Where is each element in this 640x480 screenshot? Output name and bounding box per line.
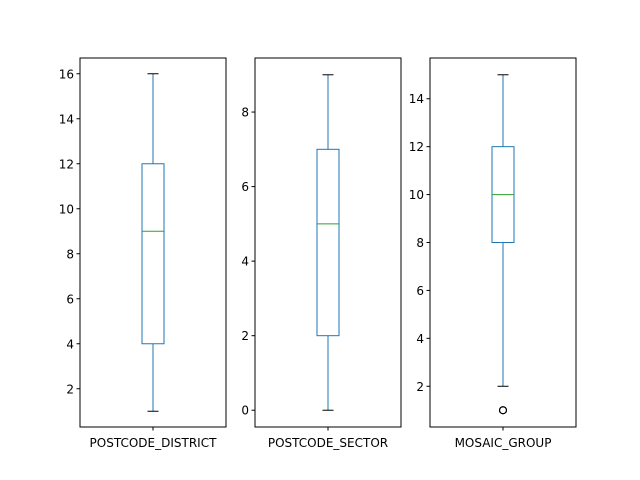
subplot-postcode-sector: 0 2 4 6 8 POSTCODE_SECTOR bbox=[241, 57, 402, 450]
category-label: MOSAIC_GROUP bbox=[455, 436, 552, 450]
y-tick-label: 14 bbox=[59, 112, 74, 126]
category-label: POSTCODE_DISTRICT bbox=[90, 436, 218, 450]
y-tick-label: 10 bbox=[409, 188, 424, 202]
outlier-point bbox=[499, 406, 507, 415]
y-tick-label: 6 bbox=[416, 284, 424, 298]
y-tick-label: 12 bbox=[59, 157, 74, 171]
y-tick-label: 10 bbox=[59, 202, 74, 216]
y-tick-label: 12 bbox=[409, 140, 424, 154]
category-label: POSTCODE_SECTOR bbox=[268, 436, 388, 450]
y-tick-label: 16 bbox=[59, 67, 74, 81]
y-tick-label: 6 bbox=[241, 180, 249, 194]
axes-frame bbox=[79, 57, 227, 428]
y-tick-label: 2 bbox=[241, 329, 249, 343]
subplot-mosaic-group: 2 4 6 8 10 12 14 MOSAIC_GROUP bbox=[409, 57, 577, 450]
y-tick-label: 4 bbox=[66, 337, 74, 351]
y-tick-label: 2 bbox=[66, 382, 74, 396]
y-tick-label: 0 bbox=[241, 404, 249, 418]
y-tick-label: 8 bbox=[66, 247, 74, 261]
y-tick-label: 2 bbox=[416, 380, 424, 394]
y-tick-label: 8 bbox=[241, 106, 249, 120]
subplot-postcode-district: 2 4 6 8 10 12 14 16 POSTCODE_DISTRICT bbox=[59, 57, 227, 450]
y-tick-label: 8 bbox=[416, 236, 424, 250]
axes-frame bbox=[254, 57, 402, 428]
iqr-box bbox=[316, 148, 340, 337]
axes-frame bbox=[429, 57, 577, 428]
y-tick-label: 4 bbox=[416, 332, 424, 346]
y-tick-label: 6 bbox=[66, 292, 74, 306]
iqr-box bbox=[141, 163, 165, 345]
y-tick-label: 4 bbox=[241, 255, 249, 269]
y-tick-label: 14 bbox=[409, 92, 424, 106]
